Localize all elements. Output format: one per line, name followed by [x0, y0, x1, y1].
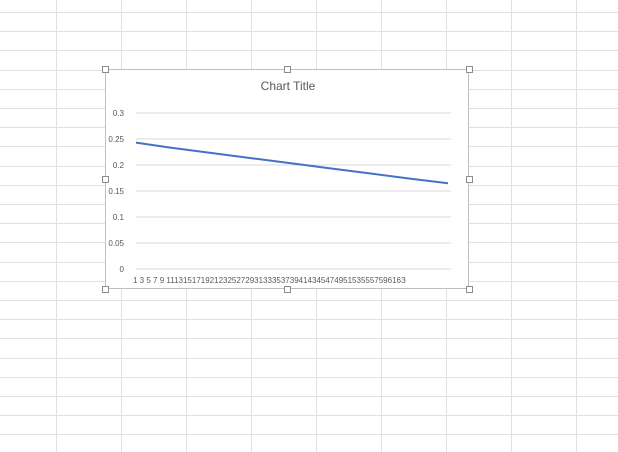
- chart-object[interactable]: Chart Title 0 0.05 0.1 0.15 0.2 0.25 0.3 1 3 5 …: [102, 66, 473, 293]
- y-tick-label: 0.3: [113, 109, 125, 118]
- x-tick-labels: 1 3 5 7 9 111315171921232527293133353739…: [133, 276, 406, 285]
- y-tick-label: 0.05: [108, 239, 124, 248]
- y-tick-label: 0.2: [113, 161, 125, 170]
- y-tick-label: 0.25: [108, 135, 124, 144]
- y-tick-label: 0.1: [113, 213, 125, 222]
- chart-title[interactable]: Chart Title: [261, 79, 316, 93]
- resize-handle-bottom-right[interactable]: [466, 286, 473, 293]
- series-line[interactable]: [135, 141, 449, 185]
- resize-handle-middle-right[interactable]: [466, 176, 473, 183]
- resize-handle-middle-left[interactable]: [102, 176, 109, 183]
- resize-handle-bottom-left[interactable]: [102, 286, 109, 293]
- resize-handle-top-left[interactable]: [102, 66, 109, 73]
- y-tick-label: 0.15: [108, 187, 124, 196]
- y-tick-label: 0: [120, 265, 125, 274]
- resize-handle-top-right[interactable]: [466, 66, 473, 73]
- line-chart: Chart Title 0 0.05 0.1 0.15 0.2 0.25 0.3 1 3 5 …: [108, 79, 451, 285]
- resize-handle-bottom-center[interactable]: [284, 286, 291, 293]
- resize-handle-top-center[interactable]: [284, 66, 291, 73]
